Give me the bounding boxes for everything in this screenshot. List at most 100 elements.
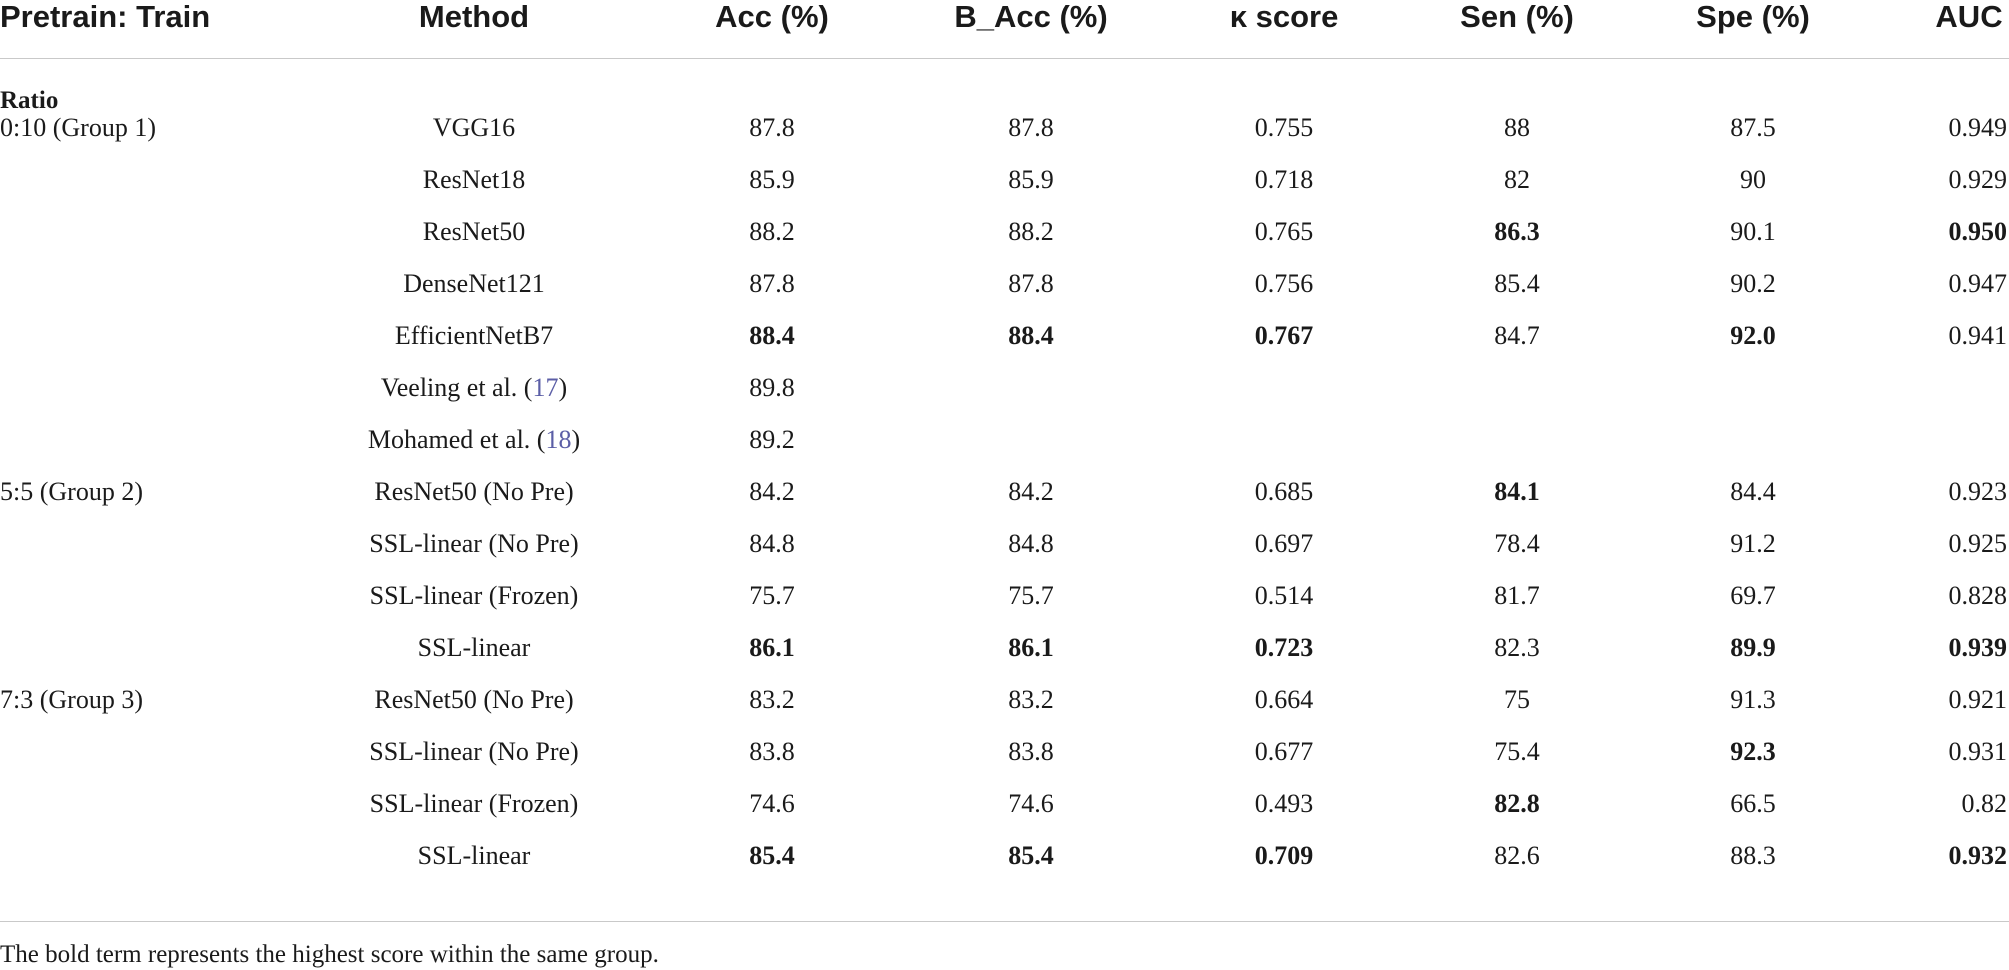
column-header-sen: Sen (%) [1460,0,1574,34]
kappa-cell: 0.493 [1254,789,1314,818]
spe-cell: 84.4 [1730,477,1776,506]
sen-cell: 84.7 [1494,321,1540,350]
bacc-cell: 74.6 [1008,789,1054,818]
spe-cell: 87.5 [1730,113,1776,142]
table-row: DenseNet121 87.8 87.8 0.756 85.4 90.2 0.947 [0,258,2009,310]
sen-cell: 88 [1504,113,1530,142]
table-row: 7:3 (Group 3) ResNet50 (No Pre) 83.2 83.2 0.… [0,674,2009,726]
spe-cell: 92.3 [1730,737,1776,766]
bacc-cell: 84.8 [1008,529,1054,558]
bacc-cell: 86.1 [1008,633,1054,662]
spe-cell: 90.2 [1730,269,1776,298]
kappa-cell: 0.723 [1254,633,1314,662]
table-footnote: The bold term represents the highest sco… [0,941,659,968]
bacc-cell: 84.2 [1008,477,1054,506]
sen-cell: 81.7 [1494,581,1540,610]
method-name: Mohamed et al. ( [367,425,546,454]
bacc-cell: 75.7 [1008,581,1054,610]
auc-cell: 0.931 [1948,737,2008,766]
auc-cell: 0.939 [1948,633,2008,662]
bacc-cell: 88.2 [1008,217,1054,246]
method-cell: SSL-linear (No Pre) [369,737,579,766]
method-cell: SSL-linear [417,841,531,870]
table-row: Mohamed et al. (18) 89.2 [0,414,2009,466]
sen-cell: 82.3 [1494,633,1540,662]
kappa-cell: 0.685 [1254,477,1314,506]
method-cell: ResNet50 (No Pre) [374,685,574,714]
sen-cell: 85.4 [1494,269,1540,298]
acc-cell: 89.2 [749,425,795,454]
acc-cell: 84.8 [749,529,795,558]
bacc-cell: 83.8 [1008,737,1054,766]
table-row: SSL-linear 86.1 86.1 0.723 82.3 89.9 0.939 [0,622,2009,674]
group-cell: 0:10 (Group 1) [0,113,156,142]
method-cell: ResNet50 (No Pre) [374,477,574,506]
column-header-pretrain-train: Pretrain: Train [0,0,211,34]
method-name: Veeling et al. ( [380,373,533,402]
spe-cell: 92.0 [1730,321,1776,350]
method-cell: ResNet18 [422,165,526,194]
method-cell: ResNet50 [422,217,526,246]
bacc-cell: 83.2 [1008,685,1054,714]
sen-cell: 75 [1504,685,1530,714]
auc-cell: 0.925 [1948,529,2008,558]
acc-cell: 83.8 [749,737,795,766]
kappa-cell: 0.756 [1254,269,1314,298]
acc-cell: 88.2 [749,217,795,246]
sen-cell: 84.1 [1494,477,1540,506]
kappa-cell: 0.697 [1254,529,1314,558]
citation-link[interactable]: 18 [545,425,572,454]
kappa-cell: 0.677 [1254,737,1314,766]
column-header-auc: AUC [1935,0,2003,34]
sen-cell: 82.6 [1494,841,1540,870]
acc-cell: 87.8 [749,113,795,142]
spe-cell: 90 [1740,165,1766,194]
table-row: SSL-linear (No Pre) 84.8 84.8 0.697 78.4 91.2… [0,518,2009,570]
acc-cell: 84.2 [749,477,795,506]
sen-cell: 78.4 [1494,529,1540,558]
kappa-cell: 0.755 [1254,113,1314,142]
kappa-cell: 0.709 [1254,841,1314,870]
kappa-cell: 0.664 [1254,685,1314,714]
acc-cell: 88.4 [749,321,795,350]
sen-cell: 82.8 [1494,789,1540,818]
method-cell: SSL-linear (Frozen) [369,581,579,610]
citation-link[interactable]: 17 [532,373,559,402]
spe-cell: 66.5 [1730,789,1776,818]
column-header-method: Method [418,0,530,34]
bacc-cell: 85.9 [1008,165,1054,194]
acc-cell: 89.8 [749,373,795,402]
column-header-acc: Acc (%) [715,0,829,34]
acc-cell: 86.1 [749,633,795,662]
footer-rule [0,921,2009,922]
spe-cell: 90.1 [1730,217,1776,246]
method-cell: Veeling et al. (17) [381,362,567,414]
auc-cell: 0.82 [1961,789,2008,818]
table-row: 5:5 (Group 2) ResNet50 (No Pre) 84.2 84.2 0.… [0,466,2009,518]
table-row: SSL-linear (No Pre) 83.8 83.8 0.677 75.4 92.3… [0,726,2009,778]
spe-cell: 69.7 [1730,581,1776,610]
acc-cell: 83.2 [749,685,795,714]
auc-cell: 0.828 [1948,581,2008,610]
auc-cell: 0.921 [1948,685,2008,714]
spe-cell: 88.3 [1730,841,1776,870]
auc-cell: 0.932 [1948,841,2008,870]
method-cell: DenseNet121 [403,269,545,298]
table-row: ResNet50 88.2 88.2 0.765 86.3 90.1 0.950 [0,206,2009,258]
spe-cell: 91.3 [1730,685,1776,714]
table-header: Pretrain: Train Method Acc (%) B_Acc (%)… [0,0,2009,40]
bacc-cell: 88.4 [1008,321,1054,350]
spe-cell: 91.2 [1730,529,1776,558]
kappa-cell: 0.514 [1254,581,1314,610]
section-label-ratio: Ratio [0,87,59,114]
auc-cell: 0.949 [1948,113,2008,142]
table-row: 0:10 (Group 1) VGG16 87.8 87.8 0.755 88 87.5 0.… [0,102,2009,154]
auc-cell: 0.941 [1948,321,2008,350]
kappa-cell: 0.765 [1254,217,1314,246]
acc-cell: 74.6 [749,789,795,818]
column-header-kappa: κ score [1229,0,1339,34]
method-cell: VGG16 [432,113,516,142]
acc-cell: 75.7 [749,581,795,610]
auc-cell: 0.929 [1948,165,2008,194]
bacc-cell: 85.4 [1008,841,1054,870]
